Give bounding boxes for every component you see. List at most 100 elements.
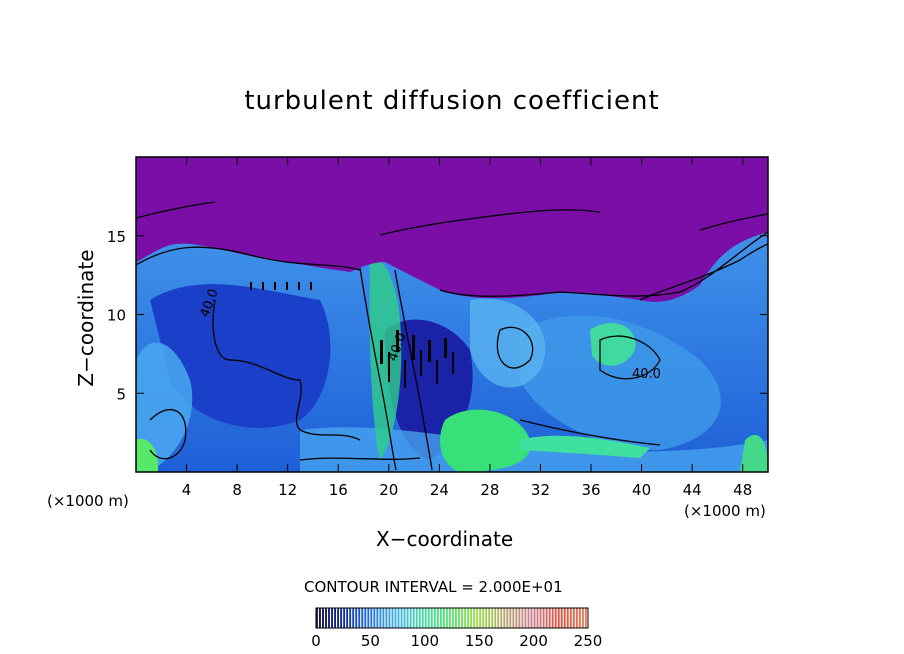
colorbar-swatch xyxy=(503,608,506,628)
colorbar-swatch xyxy=(479,608,482,628)
colorbar-swatch xyxy=(409,608,412,628)
y-ticks: 5 10 15 xyxy=(107,228,768,403)
y-tick-label: 5 xyxy=(116,385,126,403)
green-blob-bottom xyxy=(440,409,531,472)
colorbar-swatch xyxy=(424,608,427,628)
colorbar-swatch xyxy=(584,608,587,628)
colorbar-swatch xyxy=(433,608,436,628)
colorbar-swatch xyxy=(488,608,491,628)
colorbar-swatch xyxy=(506,608,509,628)
x-tick-label: 44 xyxy=(683,481,702,499)
colorbar-swatch xyxy=(337,608,340,628)
x-tick-label: 4 xyxy=(182,481,192,499)
colorbar-swatch xyxy=(367,608,370,628)
colorbar-swatch xyxy=(554,608,557,628)
colorbar-swatch xyxy=(439,608,442,628)
colorbar-swatch xyxy=(415,608,418,628)
colorbar: 0 50 100 150 200 250 xyxy=(311,607,603,650)
colorbar-swatch xyxy=(560,608,563,628)
x-tick-label: 28 xyxy=(480,481,499,499)
light-swirl-center xyxy=(470,298,546,388)
colorbar-swatch xyxy=(340,608,343,628)
x-tick-label: 32 xyxy=(531,481,550,499)
colorbar-swatch xyxy=(467,608,469,628)
colorbar-swatch xyxy=(376,608,379,628)
green-band-right xyxy=(520,435,650,458)
colorbar-swatch xyxy=(436,608,439,628)
y-tick-label: 15 xyxy=(107,228,126,246)
colorbar-swatch xyxy=(421,608,424,628)
colorbar-tick-label: 0 xyxy=(311,632,321,650)
colorbar-swatch xyxy=(476,608,479,628)
colorbar-swatch xyxy=(364,608,367,628)
colorbar-swatch xyxy=(458,608,460,628)
colorbar-swatch xyxy=(325,608,327,628)
light-swirl-left xyxy=(136,342,193,472)
colorbar-tick-label: 100 xyxy=(410,632,439,650)
colorbar-swatch xyxy=(319,608,321,628)
colorbar-swatch xyxy=(385,608,388,628)
contour-interval-text: CONTOUR INTERVAL = 2.000E+01 xyxy=(304,578,563,596)
turbulent-speckle xyxy=(250,282,454,388)
colorbar-swatch xyxy=(464,608,466,628)
x-tick-label: 24 xyxy=(430,481,449,499)
colorbar-tick-label: 200 xyxy=(519,632,548,650)
colorbar-swatch xyxy=(485,608,488,628)
colorbar-swatch xyxy=(394,608,397,628)
colorbar-swatch xyxy=(581,608,584,628)
green-strip-mid xyxy=(369,259,402,460)
colorbar-swatch xyxy=(403,608,406,628)
colorbar-swatch xyxy=(461,608,463,628)
colorbar-swatch xyxy=(470,608,472,628)
colorbar-swatch xyxy=(406,608,409,628)
colorbar-swatch xyxy=(391,608,394,628)
colorbar-swatch xyxy=(316,608,318,628)
colorbar-swatch xyxy=(491,608,494,628)
heatmap-field: 40.0 40.0 40.0 xyxy=(136,157,768,472)
colorbar-swatch xyxy=(334,608,336,628)
colorbar-swatch xyxy=(563,608,566,628)
colorbar-swatch xyxy=(578,608,581,628)
colorbar-swatch xyxy=(566,608,569,628)
colorbar-swatch xyxy=(448,608,451,628)
colorbar-swatch xyxy=(527,608,530,628)
colorbar-swatch xyxy=(533,608,536,628)
colorbar-swatch xyxy=(500,608,503,628)
colorbar-swatch xyxy=(418,608,421,628)
light-swirl-right xyxy=(520,315,721,450)
colorbar-swatch xyxy=(509,608,512,628)
x-axis-label: X−coordinate xyxy=(376,527,514,551)
x-tick-label: 16 xyxy=(329,481,348,499)
colorbar-swatch xyxy=(548,608,551,628)
colorbar-swatch xyxy=(521,608,524,628)
colorbar-swatch xyxy=(539,608,542,628)
x-tick-label: 12 xyxy=(278,481,297,499)
colorbar-swatch xyxy=(397,608,400,628)
colorbar-swatch xyxy=(455,608,457,628)
x-tick-label: 36 xyxy=(581,481,600,499)
colorbar-swatch xyxy=(452,608,454,628)
colorbar-swatch xyxy=(355,608,358,628)
colorbar-swatch xyxy=(445,608,448,628)
colorbar-swatch xyxy=(557,608,560,628)
colorbar-swatch xyxy=(358,608,361,628)
x-unit-left: (×1000 m) xyxy=(47,492,129,510)
green-spot-far-right xyxy=(740,434,768,472)
contour-lines xyxy=(136,201,768,471)
colorbar-tick-label: 50 xyxy=(361,632,380,650)
colorbar-swatch xyxy=(343,608,346,628)
colorbar-tick-label: 250 xyxy=(574,632,603,650)
colorbar-swatch xyxy=(382,608,385,628)
colorbar-swatch xyxy=(551,608,554,628)
colorbar-swatch xyxy=(361,608,364,628)
upper-layer xyxy=(136,157,768,302)
x-tick-label: 8 xyxy=(232,481,242,499)
colorbar-swatch xyxy=(494,608,497,628)
colorbar-swatch xyxy=(370,608,373,628)
colorbar-swatch xyxy=(536,608,539,628)
y-tick-label: 10 xyxy=(107,307,126,325)
colorbar-swatch xyxy=(373,608,376,628)
deep-region-left xyxy=(150,284,331,428)
colorbar-swatch xyxy=(331,608,333,628)
